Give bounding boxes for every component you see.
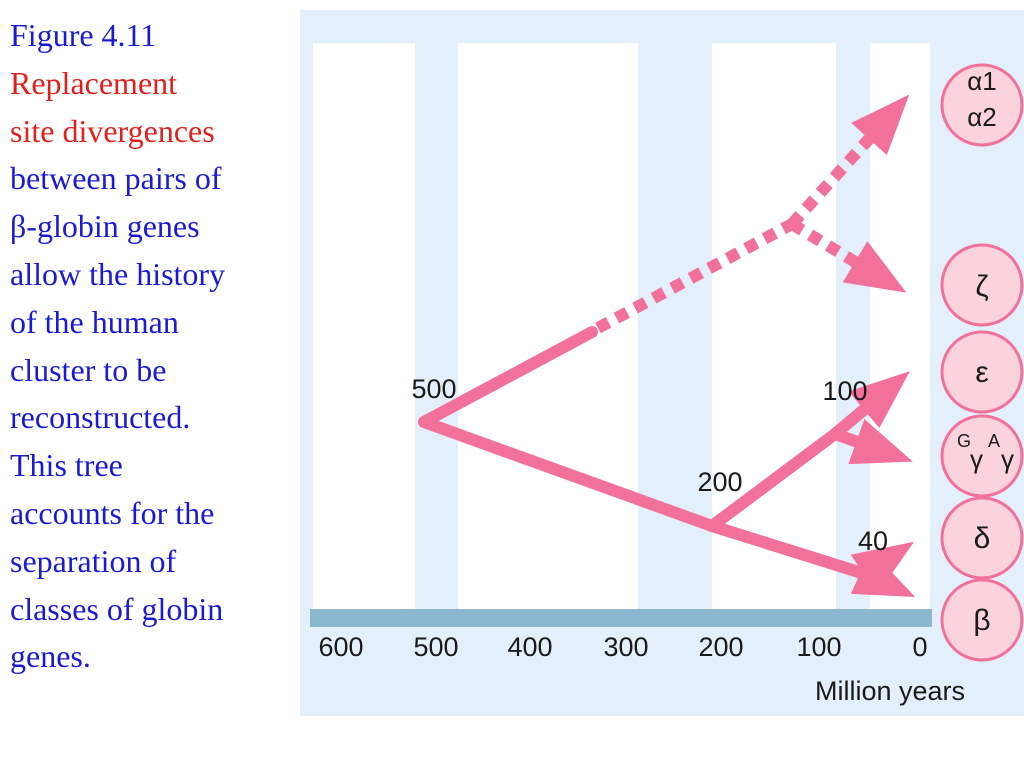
gene-nodes [940,63,1024,662]
tick-label: 0 [912,632,927,662]
node-gamma-label-2: γ [1001,444,1014,474]
caption-line: classes of globin [10,590,224,627]
dashed-branch-ancestral [595,218,795,334]
node-alpha [940,63,1024,147]
node-gamma-sup-a: A [988,431,1000,451]
arrow-to-delta [850,541,915,595]
caption-line: cluster to be [10,351,167,388]
band [458,43,638,609]
node-epsilon-label: ε [975,356,988,389]
caption-line: accounts for the [10,494,215,531]
node-beta [940,578,1024,662]
node-zeta-label: ζ [975,270,988,303]
branch-label-500: 500 [411,374,456,404]
branch-500-upper [418,326,598,428]
node-epsilon [940,330,1024,414]
tick-label: 500 [413,632,458,662]
arrow-to-epsilon [829,371,910,440]
caption-line: reconstructed. [10,399,191,436]
caption-line: separation of [10,542,177,579]
axis-title: Million years [815,676,965,706]
node-gamma-label-1: γ [970,444,983,474]
tree-branches [418,326,916,597]
branch-label-100: 100 [822,376,867,406]
node-delta-label: δ [974,522,991,555]
band [313,43,415,609]
axis-ticks: 600 500 400 300 200 100 0 [318,632,927,662]
caption-line: This tree [10,447,123,484]
branch-200-lower [706,520,871,580]
node-delta [940,496,1024,580]
node-alpha-label-2: α2 [967,102,997,132]
globin-tree-figure: 600 500 400 300 200 100 0 Million years [300,10,1024,716]
node-gamma-sup-g: G [957,431,971,451]
caption-line: of the human [10,303,179,340]
branch-200-upper [706,428,841,532]
caption-line: allow the history [10,255,226,292]
caption-line: Figure 4.11 [10,17,157,53]
tick-label: 200 [698,632,743,662]
tick-label: 100 [796,632,841,662]
branch-label-40: 40 [858,526,888,556]
caption-line: between pairs of [10,160,222,197]
node-gamma [940,414,1024,498]
tree-diagram: 600 500 400 300 200 100 0 Million years [310,43,1024,706]
band [712,43,836,609]
caption-line: β-globin genes [10,208,200,245]
time-axis-bar [310,609,932,627]
tick-label: 600 [318,632,363,662]
node-zeta [940,243,1024,327]
dashed-arrow-to-alpha [787,94,910,229]
figure-caption: Figure 4.11 Replacement site divergences be… [10,12,295,681]
caption-line: genes. [10,638,91,675]
caption-line: site divergences [10,112,215,149]
tick-label: 400 [507,632,552,662]
branch-label-200: 200 [697,467,742,497]
tick-label: 300 [603,632,648,662]
tree-dashed-branches [595,94,910,334]
caption-line: Replacement [10,64,178,101]
branch-500-lower [418,416,718,532]
node-beta-label: β [973,604,990,637]
time-bands [313,43,930,609]
arrow-to-gamma [829,418,913,465]
node-alpha-label-1: α1 [967,66,997,96]
